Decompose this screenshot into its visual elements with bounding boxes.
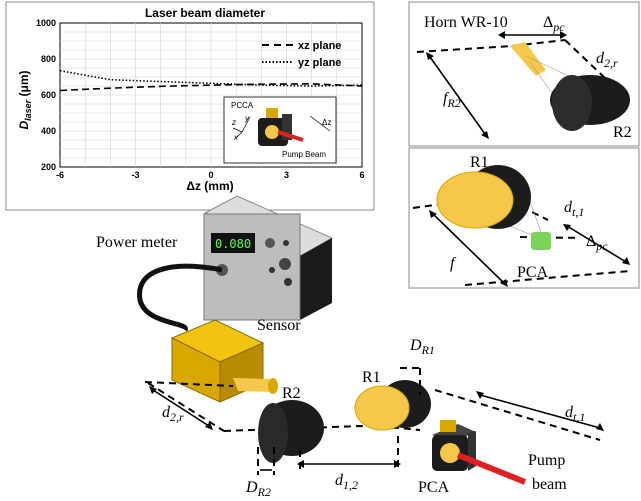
r2-label-top: R2 <box>613 124 632 141</box>
series-line-yz <box>59 69 363 87</box>
svg-text:PCCA: PCCA <box>231 101 254 110</box>
inset-pcca: PCCA y z x Δz Pump Beam <box>223 96 337 164</box>
f-label: f <box>450 255 457 272</box>
svg-text:y: y <box>244 114 250 123</box>
panel-r1-pca: R1 f dt,1 PCA Δpc <box>408 147 640 289</box>
inset-laser <box>277 130 304 142</box>
pump-label-2: beam <box>532 476 567 493</box>
y-axis-label: Dlaser (μm) <box>17 70 33 129</box>
x-tick-label: -6 <box>56 170 64 180</box>
meter-reading: 0.080 <box>215 237 251 251</box>
svg-text:z: z <box>231 118 236 127</box>
dt1-label-bottom: dt,1 <box>565 404 585 424</box>
meter-knob-2 <box>279 258 291 270</box>
legend-label-xz: xz plane <box>298 40 341 52</box>
sensor-horn <box>233 378 274 392</box>
pump-laser <box>456 452 527 485</box>
bottom-setup: d2,r R2 DR2 d1,2 R1 DR1 dt,1 PCA Pump b <box>144 337 604 499</box>
meter-display <box>211 233 255 253</box>
legend-label-yz: yz plane <box>298 57 341 69</box>
x-tick-label: 3 <box>284 170 289 180</box>
d2r-label-top: d2,r <box>596 50 618 70</box>
pca-label-bottom: PCA <box>418 479 450 496</box>
series-lines <box>59 69 363 92</box>
x-tick-labels: -6 -3 0 3 6 <box>56 170 365 180</box>
horn-label: Horn WR-10 <box>424 14 508 31</box>
horn-shape <box>510 42 546 76</box>
r1-mirror-bottom-face <box>354 385 410 431</box>
delta-pc-label-top: Δpc <box>543 14 565 34</box>
dt1-label-mid: dt,1 <box>564 199 584 219</box>
chart-title: Laser beam diameter <box>145 6 265 20</box>
sensor: Sensor <box>170 317 301 403</box>
y-tick-label: 1000 <box>36 18 56 28</box>
meter-knob-1 <box>265 238 275 248</box>
y-tick-label: 400 <box>41 126 56 136</box>
d2r-label-bottom: d2,r <box>162 404 184 424</box>
legend: xz plane yz plane <box>262 40 341 69</box>
y-tick-label: 800 <box>41 54 56 64</box>
y-tick-labels: 200 400 600 800 1000 <box>36 18 56 172</box>
sensor-cable <box>137 263 223 332</box>
svg-text:x: x <box>233 133 239 142</box>
r1-mirror-face <box>436 171 514 229</box>
x-tick-label: 6 <box>359 170 364 180</box>
DR1-label: DR1 <box>409 337 435 357</box>
power-meter: Power meter 0.080 <box>96 195 334 332</box>
pca-label-mid: PCA <box>517 264 549 281</box>
fR2-label: fR2 <box>443 90 461 110</box>
x-tick-label: 0 <box>208 170 213 180</box>
y-tick-label: 600 <box>41 90 56 100</box>
series-line-xz <box>59 83 363 92</box>
r1-label-mid: R1 <box>470 154 489 171</box>
pca-chip-mid <box>531 232 551 250</box>
sensor-label: Sensor <box>257 317 301 334</box>
d12-label: d1,2 <box>335 472 358 492</box>
svg-text:Pump Beam: Pump Beam <box>282 150 326 159</box>
x-tick-label: -3 <box>131 170 139 180</box>
svg-text:Δz: Δz <box>322 118 331 127</box>
power-meter-label: Power meter <box>96 234 178 251</box>
panel-horn-r2: Horn WR-10 Δpc fR2 d2,r R2 <box>408 1 640 147</box>
r1-label-bottom: R1 <box>362 369 381 386</box>
DR2-label: DR2 <box>245 479 271 499</box>
y-tick-label: 200 <box>41 162 56 172</box>
pca-lens <box>440 443 460 463</box>
pump-label-1: Pump <box>528 452 565 469</box>
x-axis-label: Δz (mm) <box>186 179 233 193</box>
r2-label-bottom: R2 <box>282 385 301 402</box>
